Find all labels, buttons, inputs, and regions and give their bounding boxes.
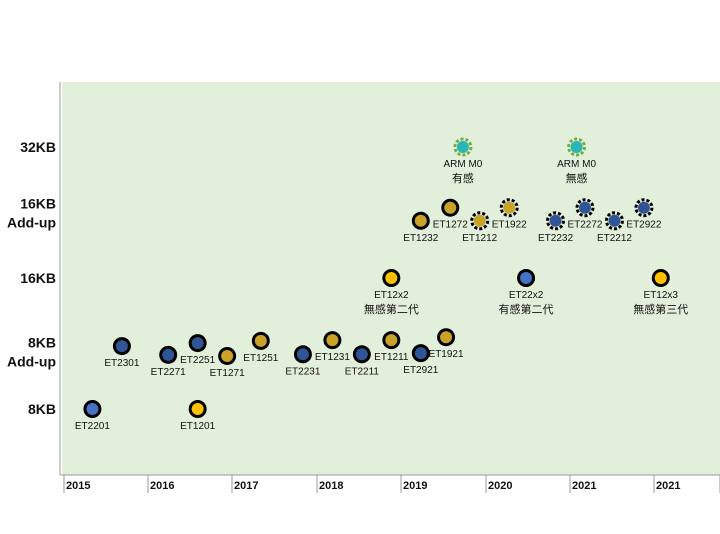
data-point-et1922 — [499, 198, 519, 218]
point-sublabel: 無感第二代 — [364, 302, 419, 316]
point-label: ET12x3 — [644, 290, 679, 301]
x-tick-label: 2016 — [150, 480, 174, 492]
point-sublabel: 無感第三代 — [633, 302, 688, 316]
point-label: ET1232 — [403, 233, 438, 244]
data-point-et1272 — [441, 198, 460, 217]
point-label: ET2232 — [538, 233, 573, 244]
x-tick-label: 2018 — [319, 480, 343, 492]
point-label: ET2212 — [597, 233, 632, 244]
x-tick-label: 2017 — [234, 480, 258, 492]
point-sublabel: 有感第二代 — [499, 302, 554, 316]
point-label: ET2271 — [151, 367, 186, 378]
point-label: ET1212 — [462, 233, 497, 244]
point-label: ET2251 — [180, 355, 215, 366]
point-label: ET1921 — [429, 349, 464, 360]
data-point-et2921 — [411, 344, 430, 363]
point-label: ARM M0 — [443, 159, 482, 170]
point-label: ET1922 — [492, 220, 527, 231]
point-label: ET2922 — [626, 220, 661, 231]
data-point-et12x2 — [382, 269, 401, 287]
point-label: ET2272 — [567, 220, 602, 231]
point-sublabel: 無感 — [566, 171, 588, 185]
data-point-et2251 — [188, 334, 207, 353]
x-tick-label: 2020 — [488, 480, 512, 492]
data-point-et2201 — [83, 400, 102, 418]
data-point-et2212 — [604, 211, 624, 231]
data-point-et1211 — [382, 331, 401, 350]
point-label: ET1201 — [180, 421, 215, 432]
data-point-et1232 — [411, 211, 430, 230]
point-label: ET1251 — [243, 353, 278, 364]
y-axis-labels: 8KB 8KB Add-up 16KB 16KB Add-up 32KB — [7, 139, 56, 417]
data-point-et22x2 — [517, 269, 536, 287]
point-label: ET2201 — [75, 421, 110, 432]
point-label: ET1231 — [315, 352, 350, 363]
data-point-et1201 — [188, 400, 207, 418]
data-point-arm-m0 — [567, 137, 587, 157]
data-point-et12x3 — [651, 269, 670, 287]
y-tick-label: 8KB — [28, 401, 56, 417]
data-point-et2272 — [575, 198, 595, 218]
y-tick-label: Add-up — [7, 215, 56, 231]
data-point-et2922 — [634, 198, 654, 218]
data-point-et2231 — [293, 345, 312, 364]
data-point-et2232 — [546, 211, 566, 231]
y-tick-label: 16KB — [20, 270, 56, 286]
data-point-et1921 — [437, 328, 456, 347]
data-point-et2211 — [352, 345, 371, 364]
x-tick-label: 2019 — [403, 480, 427, 492]
point-label: ET2301 — [104, 358, 139, 369]
x-axis-labels: 2015 2016 2017 2018 2019 2020 2021 2021 — [66, 480, 680, 492]
y-tick-label: 16KB — [20, 196, 56, 212]
x-tick-label: 2015 — [66, 480, 90, 492]
point-label: ET2231 — [285, 366, 320, 377]
data-point-et1212 — [470, 211, 490, 231]
data-point-arm-m0 — [453, 137, 473, 157]
data-point-et1271 — [218, 346, 237, 365]
data-point-et2271 — [159, 345, 178, 364]
x-tick-label: 2021 — [656, 480, 680, 492]
point-label: ARM M0 — [557, 159, 596, 170]
y-tick-label: 32KB — [20, 139, 56, 155]
point-label: ET2211 — [345, 366, 380, 377]
point-label: ET2921 — [403, 365, 438, 376]
data-markers — [83, 137, 670, 418]
point-label: ET1211 — [374, 352, 409, 363]
point-label: ET1271 — [210, 368, 245, 379]
y-tick-label: Add-up — [7, 354, 56, 370]
point-label: ET1272 — [433, 220, 468, 231]
data-point-et1231 — [323, 331, 342, 350]
point-sublabel: 有感 — [452, 171, 474, 185]
axes — [59, 82, 720, 493]
point-label: ET22x2 — [509, 290, 544, 301]
x-tick-label: 2021 — [572, 480, 596, 492]
data-point-et1251 — [251, 331, 270, 350]
data-point-et2301 — [112, 337, 131, 356]
y-tick-label: 8KB — [28, 335, 56, 351]
point-label: ET12x2 — [374, 290, 409, 301]
